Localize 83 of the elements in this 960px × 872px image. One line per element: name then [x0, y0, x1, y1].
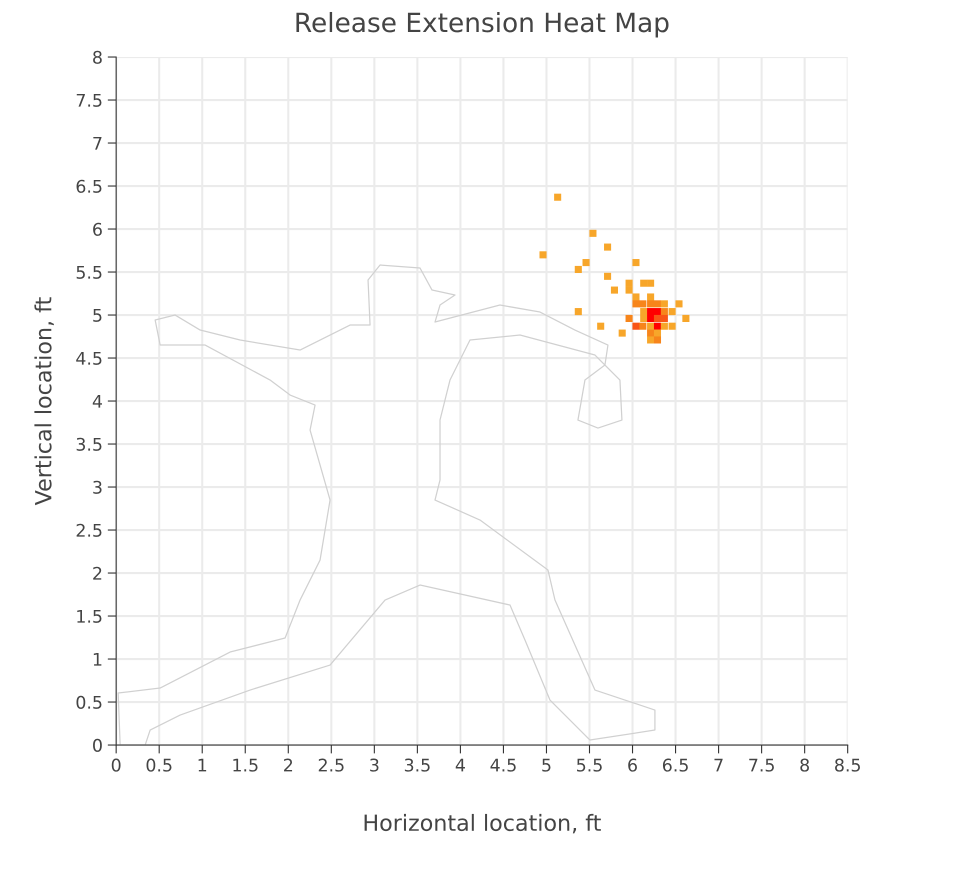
- point: [647, 280, 654, 287]
- x-tick-label: 0: [112, 758, 121, 772]
- x-tick-label: 8.5: [835, 758, 860, 772]
- point: [626, 286, 633, 294]
- point: [604, 244, 612, 251]
- point: [589, 230, 596, 237]
- point: [574, 308, 582, 316]
- point: [647, 330, 654, 337]
- point: [626, 280, 633, 287]
- y-tick-label: 2: [93, 566, 102, 580]
- point: [668, 322, 676, 330]
- point: [654, 330, 662, 337]
- point: [647, 308, 654, 316]
- point: [668, 308, 676, 316]
- y-tick-label: 1.5: [77, 610, 102, 623]
- y-tick-label: 0.5: [76, 696, 102, 709]
- y-tick-label: 7: [93, 136, 102, 150]
- point: [618, 330, 626, 337]
- x-tick-label: 8: [800, 758, 809, 772]
- y-tick-label: 5: [93, 308, 102, 322]
- y-tick-label: 6: [93, 222, 102, 236]
- point: [632, 300, 640, 308]
- point: [647, 336, 654, 344]
- point: [632, 293, 640, 301]
- point: [647, 300, 654, 308]
- point: [675, 300, 683, 308]
- point: [610, 286, 618, 294]
- y-tick-label: 8: [93, 50, 102, 64]
- point: [654, 300, 662, 308]
- point: [640, 280, 648, 287]
- x-tick-label: 7.5: [749, 758, 774, 772]
- x-tick-label: 0.5: [146, 758, 172, 772]
- y-tick-label: 5.5: [76, 266, 102, 279]
- point: [660, 322, 668, 330]
- y-tick-label: 1: [94, 652, 102, 666]
- y-tick-label: 3.5: [76, 438, 102, 451]
- x-tick-label: 3: [370, 758, 378, 772]
- x-tick-label: 2.5: [318, 758, 344, 772]
- point: [647, 293, 654, 301]
- y-axis-title: Vertical location, ft: [34, 297, 54, 506]
- point: [597, 322, 604, 330]
- y-tick-label: 6.5: [76, 180, 102, 193]
- y-tick-label: 7.5: [76, 94, 102, 107]
- point: [539, 251, 547, 258]
- point: [582, 259, 590, 266]
- x-tick-label: 6: [628, 758, 637, 772]
- x-tick-label: 5: [542, 758, 550, 772]
- y-tick-label: 4: [92, 394, 102, 408]
- point: [660, 300, 668, 308]
- x-tick-label: 2: [284, 758, 292, 772]
- point: [640, 308, 648, 316]
- point: [639, 322, 646, 330]
- x-tick-label: 4.5: [490, 758, 516, 772]
- point: [604, 272, 612, 280]
- x-tick-label: 1.5: [233, 758, 258, 772]
- y-tick-label: 2.5: [76, 524, 102, 537]
- x-tick-label: 1: [198, 758, 206, 772]
- point: [682, 314, 690, 322]
- point: [626, 314, 633, 322]
- x-tick-label: 5.5: [577, 758, 602, 772]
- y-tick-label: 4.5: [76, 352, 102, 365]
- point: [647, 314, 654, 322]
- y-tick-label: 0: [93, 738, 102, 752]
- point: [639, 300, 646, 308]
- point: [654, 336, 662, 344]
- x-tick-label: 4: [456, 758, 465, 772]
- x-tick-label: 7: [714, 758, 723, 772]
- point: [660, 308, 668, 316]
- point: [647, 322, 654, 330]
- y-tick-label: 3: [93, 480, 102, 494]
- x-tick-label: 6.5: [662, 758, 688, 772]
- point: [574, 266, 582, 273]
- point: [632, 259, 640, 266]
- x-axis-title: Horizontal location, ft: [364, 814, 601, 834]
- chart-title: Release Extension Heat Map: [296, 12, 669, 38]
- point: [654, 322, 662, 330]
- point: [632, 322, 640, 330]
- point: [660, 314, 668, 322]
- point: [654, 308, 662, 316]
- x-tick-label: 3.5: [404, 758, 430, 772]
- point: [654, 314, 662, 322]
- point: [640, 314, 648, 322]
- point: [554, 194, 562, 201]
